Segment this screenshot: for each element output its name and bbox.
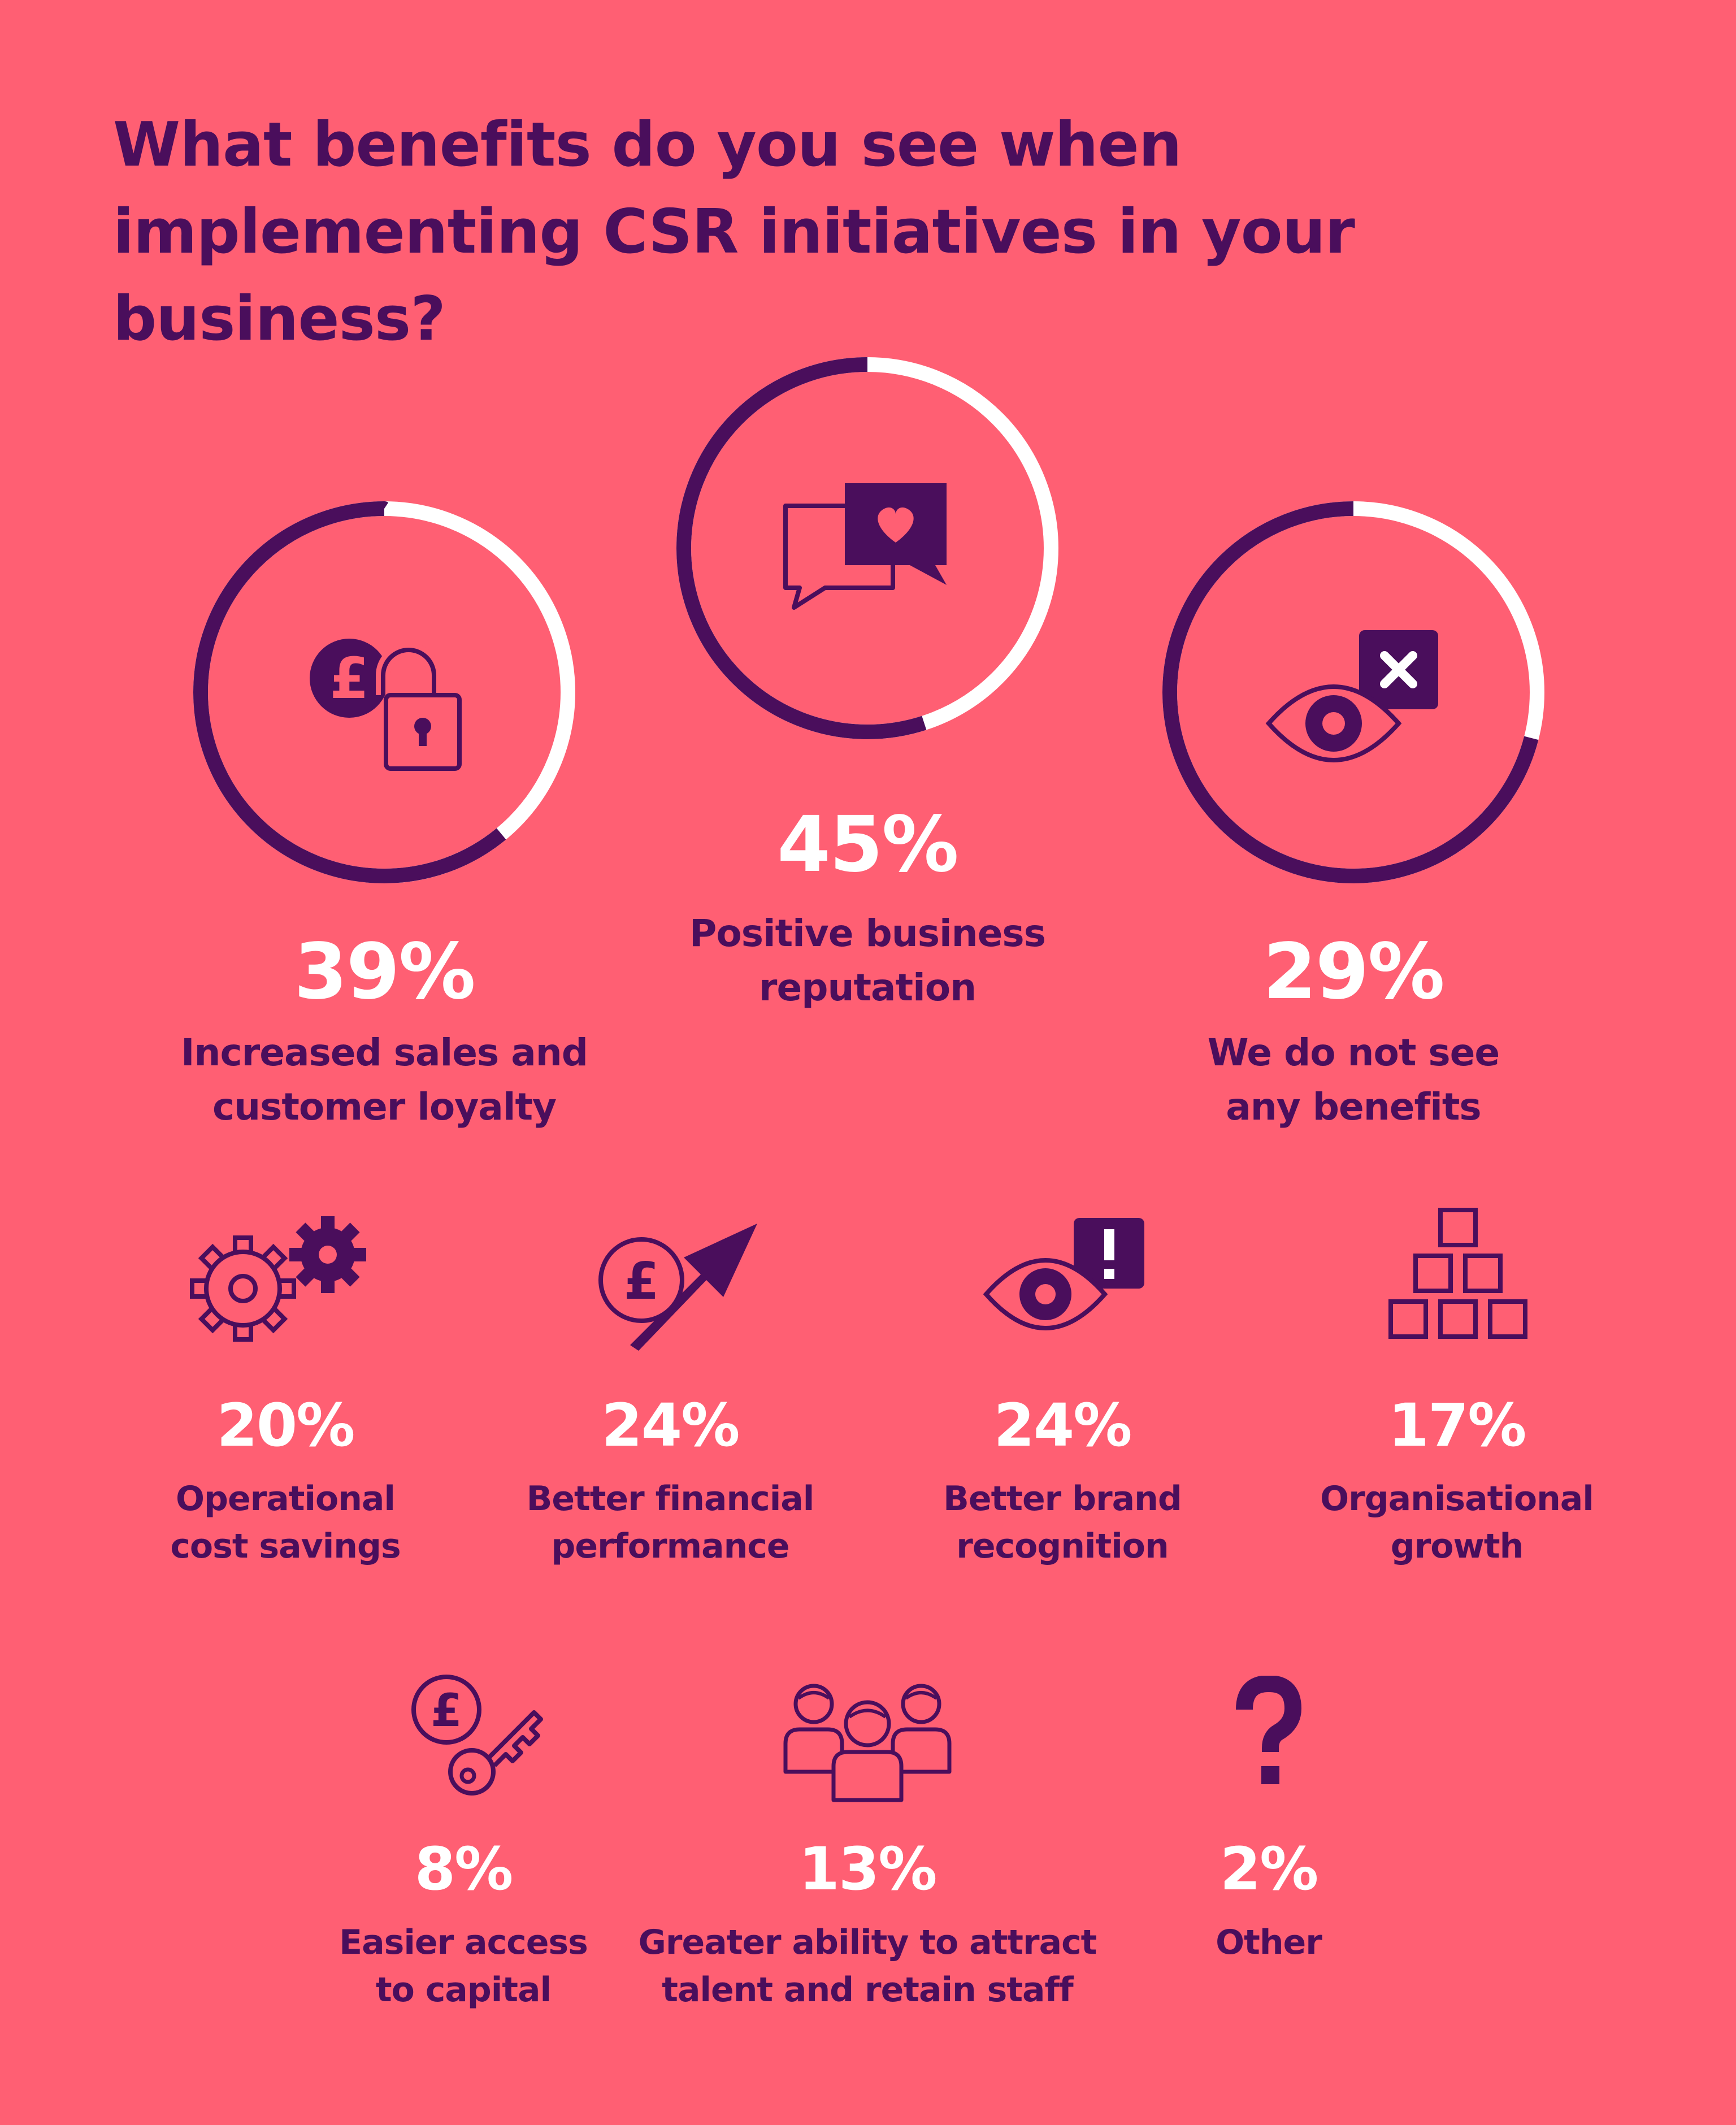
value-costs: 20% <box>216 1391 355 1460</box>
donut-segment-sales <box>193 501 575 883</box>
label-sales: Increased sales and customer loyalty <box>180 1031 588 1129</box>
donut-ring-reputation <box>670 350 1065 746</box>
label-finance: Better financial performance <box>526 1479 815 1566</box>
label-brand: Better brand recognition <box>943 1479 1182 1566</box>
value-reputation: 45% <box>777 800 959 890</box>
people-group-icon <box>783 1673 952 1803</box>
label-reputation: Positive business reputation <box>689 912 1046 1009</box>
boxes-pyramid-icon <box>1387 1207 1529 1342</box>
value-talent: 13% <box>798 1835 938 1903</box>
svg-text:£: £ <box>624 1252 659 1311</box>
value-finance: 24% <box>601 1391 740 1460</box>
donut-segment-none <box>1162 501 1544 883</box>
svg-text:£: £ <box>329 645 369 712</box>
value-brand: 24% <box>993 1391 1132 1460</box>
value-sales: 39% <box>294 927 476 1017</box>
donut-ring-sales <box>186 495 582 890</box>
label-other: Other <box>1216 1923 1322 1962</box>
value-growth: 17% <box>1388 1391 1527 1460</box>
eye-alert-icon <box>983 1215 1147 1345</box>
donut-ring-none <box>1156 495 1551 890</box>
question-mark-icon <box>1232 1676 1305 1789</box>
speech-heart-icon <box>783 480 952 610</box>
label-costs: Operational cost savings <box>170 1479 401 1566</box>
value-capital: 8% <box>414 1835 514 1903</box>
donut-segment-reputation <box>676 357 1058 739</box>
pound-key-icon: £ <box>410 1673 545 1797</box>
label-none: We do not see any benefits <box>1207 1031 1500 1129</box>
gears-icon <box>189 1215 370 1345</box>
svg-text:£: £ <box>431 1684 462 1737</box>
label-talent: Greater ability to attract talent and re… <box>638 1923 1097 2010</box>
pound-arrow-icon: £ <box>596 1218 766 1354</box>
page-title: What benefits do you see when implementi… <box>113 110 1355 354</box>
pound-lock-icon: £ <box>304 636 468 777</box>
eye-x-icon <box>1263 627 1444 763</box>
value-other: 2% <box>1219 1835 1319 1903</box>
value-none: 29% <box>1263 927 1445 1017</box>
label-growth: Organisational growth <box>1320 1479 1594 1566</box>
label-capital: Easier access to capital <box>339 1923 588 2010</box>
